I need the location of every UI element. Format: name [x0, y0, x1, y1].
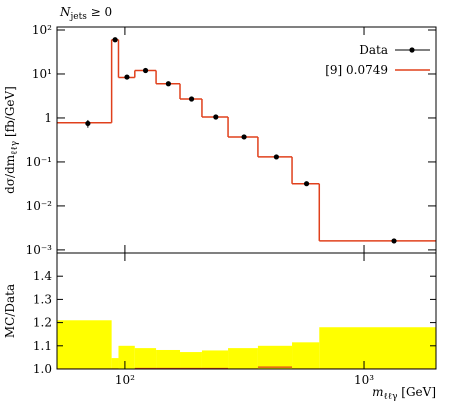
ratio-y-label: MC/Data: [3, 284, 17, 338]
uncertainty-band: [57, 320, 112, 369]
uncertainty-band: [111, 358, 119, 369]
uncertainty-band: [319, 327, 436, 369]
legend-label: Data: [359, 43, 388, 57]
ylabel-rest: [fb/GeV]: [3, 86, 17, 141]
y-tick-label: 10⁻¹: [26, 155, 52, 169]
main-plot: [57, 37, 436, 244]
y-tick-label: 10⁻³: [26, 243, 53, 257]
data-point: [213, 114, 219, 120]
y-tick-label: 10⁻²: [26, 199, 53, 213]
ratio-y-tick-label: 1.2: [33, 316, 52, 330]
uncertainty-band: [257, 345, 293, 369]
x-tick-label: 10²: [115, 373, 135, 387]
data-point: [85, 120, 91, 127]
uncertainty-band: [180, 352, 202, 369]
uncertainty-band: [134, 348, 157, 369]
step-connector: [110, 39, 321, 241]
data-point: [112, 37, 118, 43]
data-point: [303, 181, 310, 187]
data-point: [165, 81, 171, 87]
uncertainty-band: [228, 348, 258, 369]
uncertainty-band: [156, 349, 181, 369]
ratio-y-tick-label: 1.1: [33, 339, 52, 353]
data-point: [188, 96, 195, 102]
x-axis-label: mℓℓγ [GeV]: [372, 385, 436, 402]
ratio-plot: [57, 320, 436, 369]
y-tick-label: 10²: [32, 23, 52, 37]
data-point: [241, 134, 247, 140]
xlabel-rest: [GeV]: [397, 385, 436, 399]
chart-title: Njets ≥ 0: [59, 5, 112, 22]
x-tick-label: 10³: [354, 373, 374, 387]
ratio-y-tick-label: 1.3: [33, 292, 52, 306]
data-point: [142, 67, 149, 74]
uncertainty-band: [201, 350, 229, 369]
ratio-frame: [56, 252, 437, 370]
xlabel-sub: ℓℓγ: [383, 392, 397, 402]
y-tick-label: 10¹: [32, 67, 52, 81]
ylabel-sub: ℓℓγ: [10, 141, 20, 155]
uncertainty-band: [292, 342, 320, 369]
title-sub: jets: [70, 12, 88, 22]
data-point: [273, 154, 279, 160]
legend-marker: [409, 47, 415, 53]
xlabel-main: m: [372, 385, 383, 399]
title-main: N: [59, 5, 71, 19]
y-tick-label: 1: [44, 111, 52, 125]
ylabel-main: dσ/dm: [3, 154, 17, 194]
title-rest: ≥ 0: [87, 5, 112, 19]
ratio-y-tick-label: 1.0: [33, 362, 52, 376]
plot-frame: [56, 26, 437, 254]
uncertainty-band: [118, 345, 135, 369]
data-point: [391, 238, 397, 244]
legend-label: [9] 0.0749: [325, 63, 388, 77]
y-axis-label: dσ/dmℓℓγ [fb/GeV]: [3, 86, 20, 194]
data-point: [124, 74, 130, 80]
ratio-y-tick-label: 1.4: [33, 269, 52, 283]
